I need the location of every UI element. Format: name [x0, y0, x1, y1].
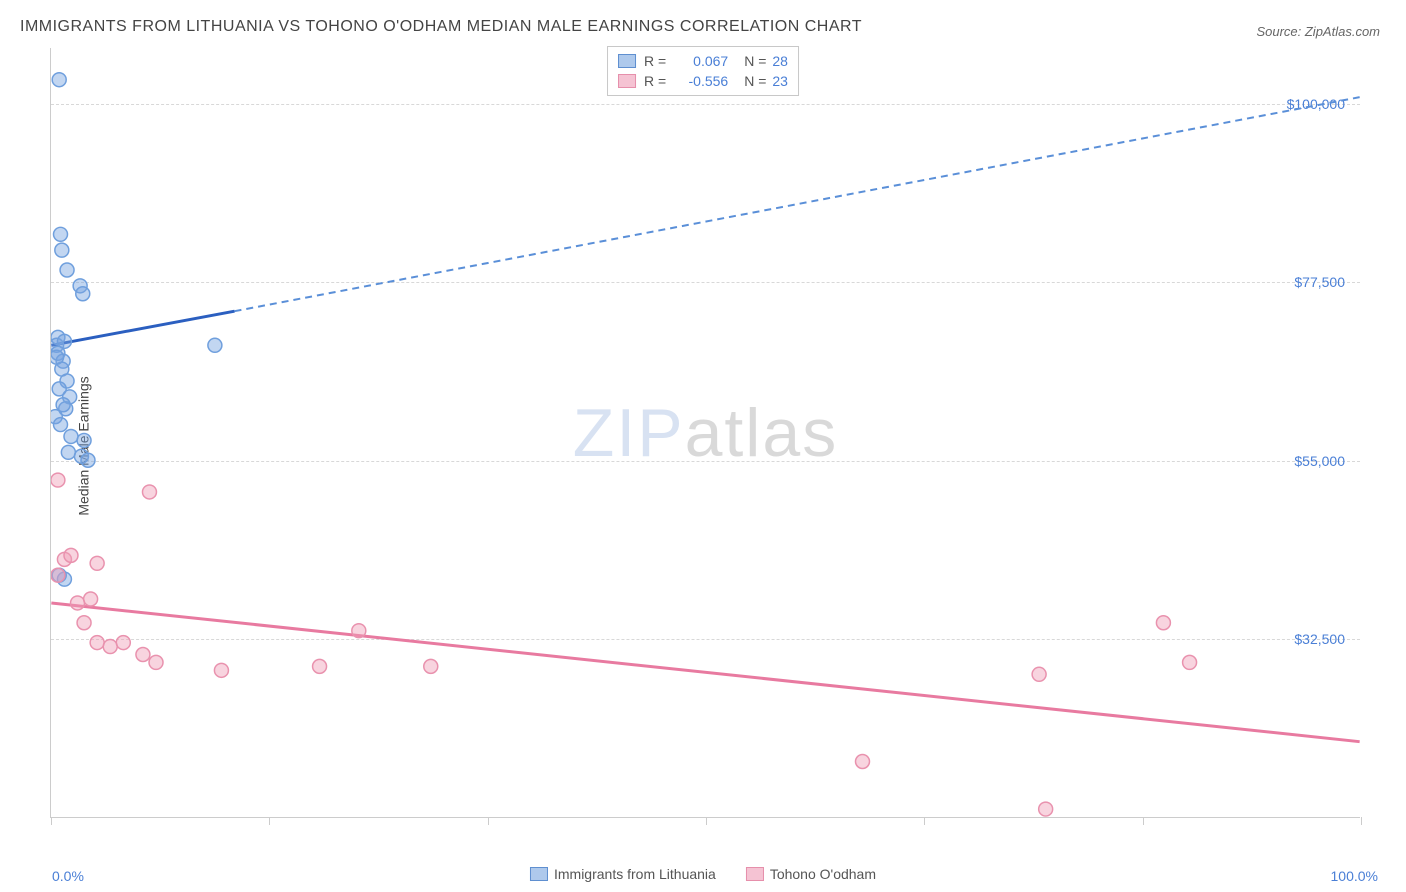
x-tick	[269, 817, 270, 825]
data-point	[51, 350, 64, 364]
chart-title: IMMIGRANTS FROM LITHUANIA VS TOHONO O'OD…	[20, 18, 862, 36]
data-point	[424, 659, 438, 673]
data-point	[81, 453, 95, 467]
trend-line-extrapolated	[235, 97, 1360, 311]
trend-line	[51, 311, 234, 345]
data-point	[84, 592, 98, 606]
data-point	[103, 640, 117, 654]
x-tick	[1361, 817, 1362, 825]
data-point	[208, 338, 222, 352]
legend-row: R = 0.067 N = 28	[618, 51, 788, 71]
n-label: N =	[744, 53, 766, 69]
data-point	[76, 287, 90, 301]
n-value: 28	[772, 53, 788, 69]
data-point	[64, 429, 78, 443]
legend-swatch-pink	[746, 867, 764, 881]
x-tick	[924, 817, 925, 825]
data-point	[1183, 655, 1197, 669]
n-value: 23	[772, 73, 788, 89]
legend-label: Tohono O'odham	[770, 866, 876, 882]
data-point	[149, 655, 163, 669]
data-point	[60, 263, 74, 277]
plot-area: ZIPatlas $32,500$55,000$77,500$100,000	[50, 48, 1360, 818]
data-point	[856, 755, 870, 769]
data-point	[142, 485, 156, 499]
series-legend: Immigrants from Lithuania Tohono O'odham	[530, 866, 876, 882]
data-point	[136, 647, 150, 661]
x-tick	[51, 817, 52, 825]
legend-item: Immigrants from Lithuania	[530, 866, 716, 882]
legend-swatch-pink	[618, 74, 636, 88]
x-tick	[1143, 817, 1144, 825]
x-tick	[706, 817, 707, 825]
data-point	[51, 568, 65, 582]
data-point	[77, 616, 91, 630]
data-point	[64, 548, 78, 562]
legend-item: Tohono O'odham	[746, 866, 876, 882]
legend-swatch-blue	[618, 54, 636, 68]
data-point	[61, 445, 75, 459]
x-min-label: 0.0%	[52, 868, 84, 884]
data-point	[55, 243, 69, 257]
r-label: R =	[644, 73, 666, 89]
correlation-legend: R = 0.067 N = 28 R = -0.556 N = 23	[607, 46, 799, 96]
r-value: -0.556	[672, 73, 728, 89]
data-point	[54, 227, 68, 241]
data-point	[54, 418, 68, 432]
data-point	[90, 636, 104, 650]
legend-row: R = -0.556 N = 23	[618, 71, 788, 91]
data-point	[1039, 802, 1053, 816]
data-point	[1156, 616, 1170, 630]
data-point	[56, 398, 70, 412]
data-point	[352, 624, 366, 638]
x-tick	[488, 817, 489, 825]
data-point	[52, 73, 66, 87]
chart-svg	[51, 48, 1360, 817]
n-label: N =	[744, 73, 766, 89]
data-point	[77, 433, 91, 447]
r-value: 0.067	[672, 53, 728, 69]
source-label: Source: ZipAtlas.com	[1256, 24, 1380, 39]
x-max-label: 100.0%	[1331, 868, 1378, 884]
r-label: R =	[644, 53, 666, 69]
data-point	[116, 636, 130, 650]
data-point	[1032, 667, 1046, 681]
data-point	[71, 596, 85, 610]
data-point	[313, 659, 327, 673]
data-point	[214, 663, 228, 677]
data-point	[51, 473, 65, 487]
data-point	[90, 556, 104, 570]
legend-swatch-blue	[530, 867, 548, 881]
legend-label: Immigrants from Lithuania	[554, 866, 716, 882]
